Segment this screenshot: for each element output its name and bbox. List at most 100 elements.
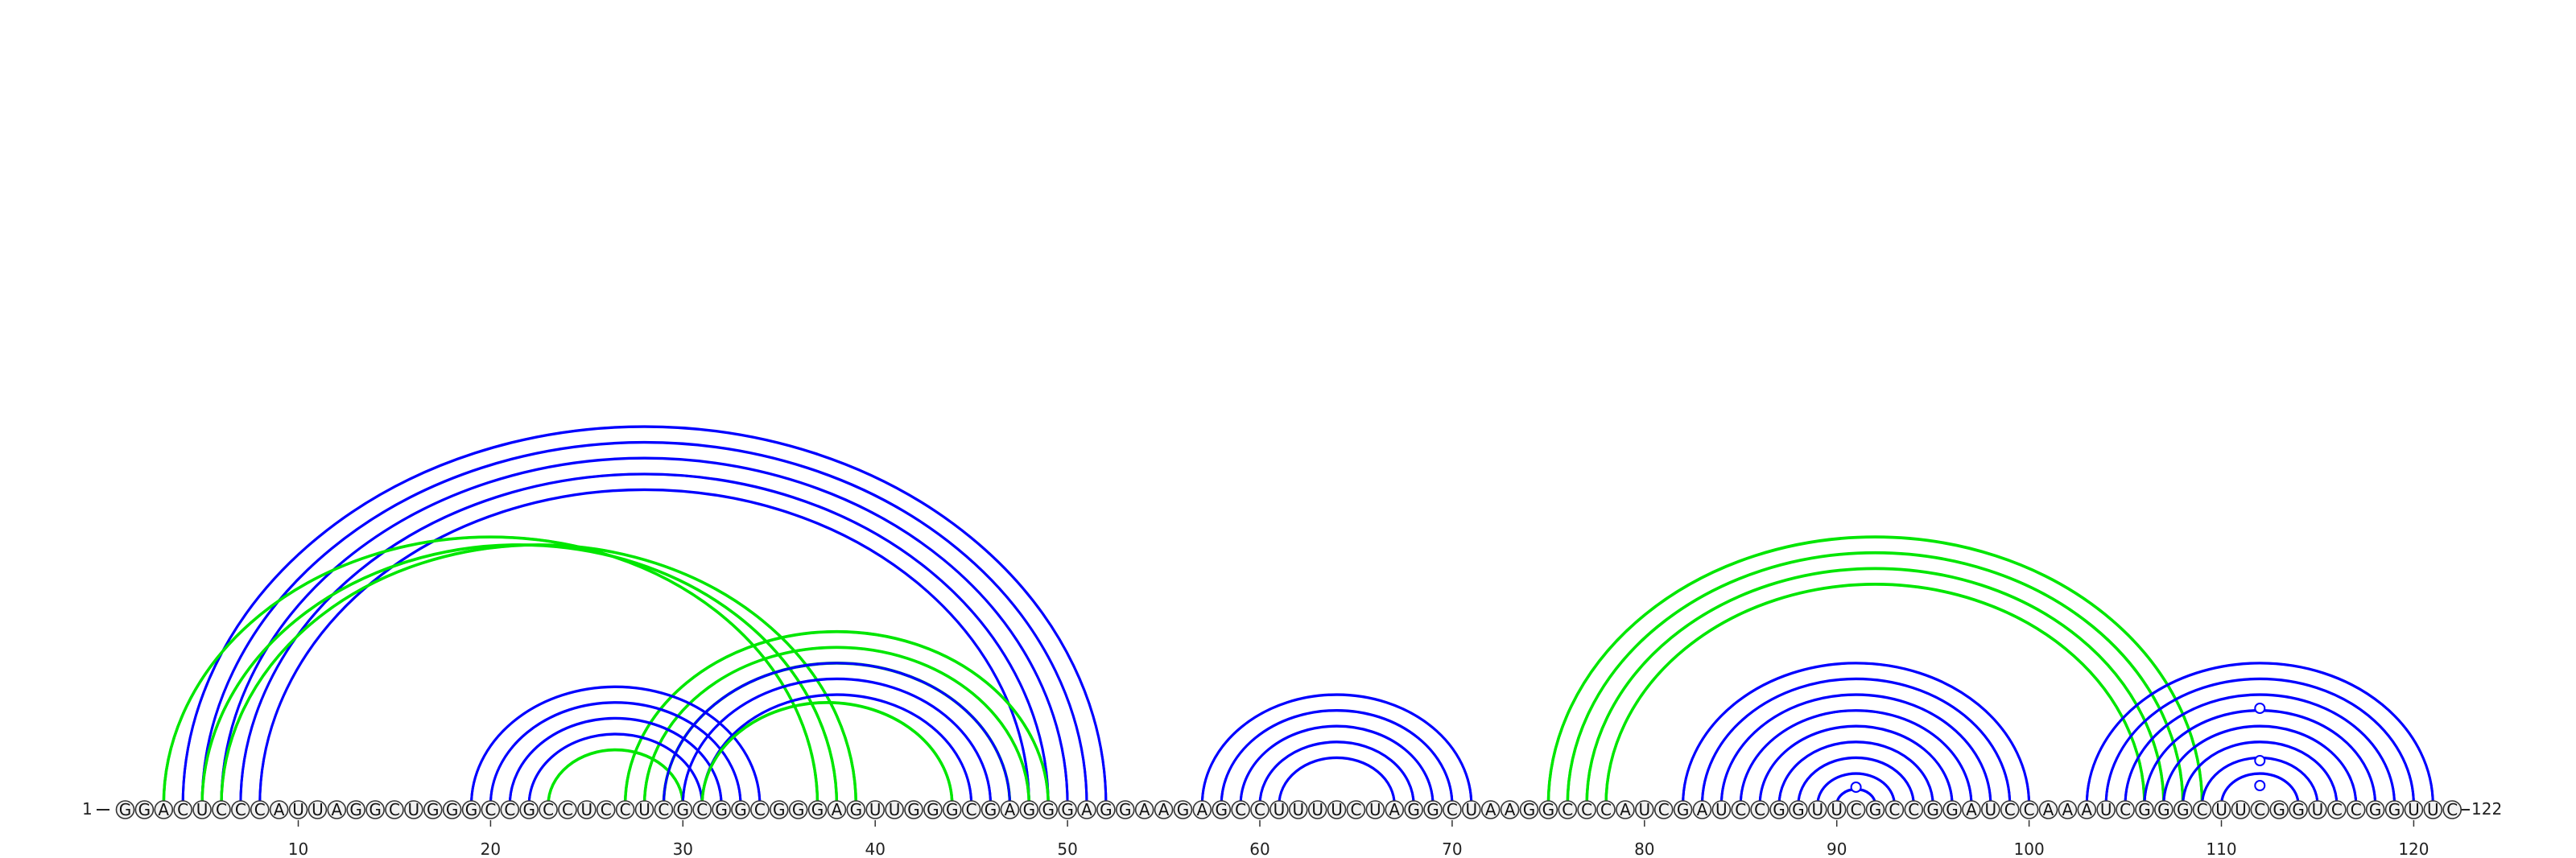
base-circle	[788, 800, 808, 819]
base-50: G	[1058, 800, 1077, 819]
base-letter: G	[1869, 800, 1882, 819]
base-circle	[1789, 800, 1808, 819]
arc-group-green	[547, 748, 685, 806]
base-letter: U	[638, 800, 650, 819]
base-letter: A	[1620, 800, 1631, 819]
base-circle	[346, 800, 365, 819]
base-9: A	[269, 800, 289, 819]
base-circle	[1250, 800, 1269, 819]
tick-10: 10	[288, 820, 308, 858]
base-letter: G	[1407, 800, 1420, 819]
arc-31-44	[700, 701, 954, 806]
base-letter: C	[601, 800, 612, 819]
base-110: U	[2211, 800, 2231, 819]
base-letter: G	[349, 800, 362, 819]
arc-28-48	[642, 646, 1031, 806]
arc-5-51	[200, 441, 1088, 806]
base-letter: G	[138, 800, 151, 819]
base-93: C	[1885, 800, 1905, 819]
arc-104-120	[2104, 678, 2415, 806]
tick-70: 70	[1442, 820, 1463, 858]
base-13: G	[346, 800, 365, 819]
base-letter: A	[1196, 800, 1208, 819]
arc-77-107	[1585, 567, 2165, 806]
base-circle	[2404, 800, 2424, 819]
base-circle	[2000, 800, 2020, 819]
base-letter: C	[696, 800, 708, 819]
base-92: G	[1865, 800, 1885, 819]
base-circle	[1096, 800, 1116, 819]
base-114: G	[2289, 800, 2308, 819]
base-circle	[154, 800, 174, 819]
base-circle	[1327, 800, 1347, 819]
base-54: A	[1134, 800, 1154, 819]
base-113: G	[2269, 800, 2289, 819]
base-letter: C	[1600, 800, 1612, 819]
base-66: U	[1365, 800, 1385, 819]
base-7: C	[231, 800, 250, 819]
base-circle	[1827, 800, 1847, 819]
base-122: C	[2442, 800, 2462, 819]
base-circle	[1596, 800, 1616, 819]
base-letter: A	[1005, 800, 1016, 819]
base-letter: C	[562, 800, 573, 819]
base-letter: G	[985, 800, 997, 819]
arc-22-31	[527, 732, 704, 806]
base-letter: U	[1715, 800, 1728, 819]
base-circle	[2211, 800, 2231, 819]
base-circle	[1192, 800, 1212, 819]
arc-85-97	[1739, 709, 1973, 806]
base-14: G	[365, 800, 385, 819]
base-letter: G	[1773, 800, 1785, 819]
base-33: G	[731, 800, 750, 819]
base-circle	[2116, 800, 2135, 819]
base-circle	[1885, 800, 1905, 819]
arc-108-116	[2182, 740, 2339, 806]
arc-22-31	[527, 732, 704, 806]
base-77: C	[1577, 800, 1596, 819]
base-58: G	[1212, 800, 1232, 819]
tick-label: 40	[865, 839, 885, 858]
base-17: G	[423, 800, 443, 819]
base-letter: C	[177, 800, 188, 819]
arcs-layer	[162, 425, 2434, 806]
base-letter: G	[522, 800, 535, 819]
base-35: G	[769, 800, 789, 819]
base-circle	[1731, 800, 1751, 819]
base-27: C	[615, 800, 635, 819]
base-75: G	[1538, 800, 1558, 819]
base-55: A	[1154, 800, 1174, 819]
base-32: G	[712, 800, 731, 819]
base-circle	[1134, 800, 1154, 819]
base-31: C	[692, 800, 712, 819]
base-88: G	[1789, 800, 1808, 819]
base-letter: A	[158, 800, 169, 819]
base-circle	[1635, 800, 1654, 819]
base-circle	[2365, 800, 2385, 819]
arc-21-32	[508, 717, 723, 806]
base-letter: A	[331, 800, 342, 819]
base-98: U	[1981, 800, 2000, 819]
tick-80: 80	[1634, 820, 1655, 858]
base-16: U	[404, 800, 423, 819]
arc-75-109	[1546, 535, 2204, 806]
base-45: C	[961, 800, 981, 819]
base-112: C	[2250, 800, 2270, 819]
marker-112	[2254, 755, 2266, 766]
base-30: G	[673, 800, 693, 819]
arc-5-38	[200, 543, 839, 806]
base-letter: A	[1485, 800, 1496, 819]
base-letter: U	[1311, 800, 1323, 819]
base-87: G	[1769, 800, 1789, 819]
base-letter: G	[465, 800, 478, 819]
base-circle	[1404, 800, 1423, 819]
base-circle	[1288, 800, 1308, 819]
base-circle	[1077, 800, 1096, 819]
base-letter: G	[2292, 800, 2305, 819]
base-circle	[2308, 800, 2327, 819]
arc-76-108	[1566, 551, 2185, 806]
base-104: U	[2096, 800, 2116, 819]
tick-label: 70	[1442, 839, 1462, 858]
end-label: 122	[2471, 799, 2502, 819]
base-circle	[1480, 800, 1501, 819]
